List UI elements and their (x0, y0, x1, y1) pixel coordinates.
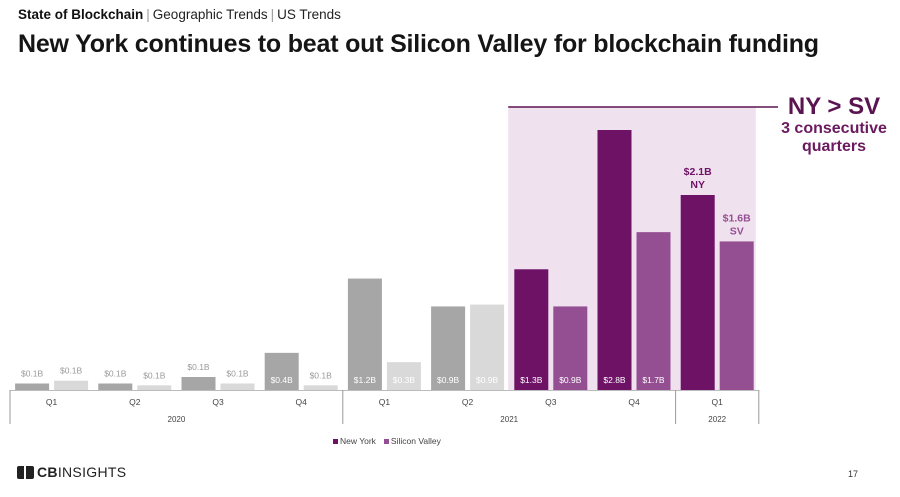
x-tick-label-year: 2020 (168, 415, 186, 424)
legend-item-new-york: New York (333, 436, 376, 446)
data-label: $0.4B (271, 375, 294, 385)
data-label: $2.8B (603, 375, 626, 385)
bar-new-york (347, 278, 382, 390)
data-label: $0.1B (60, 366, 83, 376)
data-label: $1.3B (520, 375, 543, 385)
x-tick-label-quarter: Q2 (129, 397, 141, 407)
bar-new-york (431, 306, 466, 390)
data-label: $1.2B (354, 375, 377, 385)
page-number: 17 (848, 469, 859, 479)
page-title: New York continues to beat out Silicon V… (18, 30, 819, 58)
data-label: $1.7B (642, 375, 665, 385)
data-label-annotation: NY (690, 179, 705, 191)
x-tick-label-quarter: Q3 (212, 397, 224, 407)
legend-swatch-silicon-valley (383, 438, 389, 444)
bar-silicon-valley (220, 383, 255, 390)
x-tick-label-quarter: Q4 (296, 397, 308, 407)
bar-new-york (597, 130, 632, 390)
x-tick-label-quarter: Q2 (462, 397, 474, 407)
bar-silicon-valley (719, 241, 754, 390)
callout-headline: NY > SV (787, 93, 881, 120)
chart-legend: New York Silicon Valley (333, 436, 441, 446)
x-tick-label-quarter: Q1 (712, 397, 724, 407)
breadcrumb-separator: | (270, 7, 275, 22)
bar-new-york (680, 195, 715, 390)
legend-label: New York (340, 436, 376, 446)
data-label: $0.9B (437, 375, 460, 385)
data-label: $0.9B (476, 375, 499, 385)
cb-insights-logo: CBINSIGHTS (17, 464, 126, 480)
x-tick-label-quarter: Q1 (46, 397, 58, 407)
bar-new-york (181, 377, 216, 390)
x-tick-label-year: 2022 (708, 415, 726, 424)
legend-label: Silicon Valley (390, 436, 441, 446)
data-label: $0.1B (21, 369, 44, 379)
logo-text: CBINSIGHTS (37, 464, 126, 480)
cb-insights-logo-icon (17, 465, 34, 479)
x-tick-label-year: 2021 (500, 415, 518, 424)
data-label: $0.1B (104, 369, 127, 379)
callout-line-1: 3 consecutive (781, 120, 887, 137)
bar-silicon-valley (54, 380, 89, 390)
bar-silicon-valley (553, 306, 588, 390)
bar-silicon-valley (137, 385, 172, 390)
bar-silicon-valley (636, 232, 671, 390)
callout: NY > SV 3 consecutive quarters (770, 94, 898, 156)
data-label: $0.1B (226, 369, 249, 379)
x-tick-label-quarter: Q4 (628, 397, 640, 407)
bar-silicon-valley (470, 304, 505, 390)
bar-silicon-valley (303, 385, 338, 390)
bar-silicon-valley (386, 362, 421, 390)
legend-item-silicon-valley: Silicon Valley (383, 436, 441, 446)
breadcrumb-page: US Trends (277, 7, 341, 22)
legend-swatch-new-york (333, 438, 338, 444)
bar-new-york (514, 269, 549, 390)
breadcrumb-separator: | (146, 7, 150, 22)
breadcrumb-subsection: Geographic Trends (152, 7, 268, 22)
data-label-annotation: $2.1B (684, 166, 712, 178)
bar-new-york (264, 352, 299, 390)
data-label: $0.9B (559, 375, 582, 385)
data-label: $0.1B (187, 362, 210, 372)
logo-text-prefix: CB (37, 464, 58, 480)
x-tick-label-quarter: Q1 (379, 397, 391, 407)
x-tick-label-quarter: Q3 (545, 397, 557, 407)
data-label-annotation: SV (730, 225, 744, 237)
bar-new-york (15, 383, 50, 390)
data-label-annotation: $1.6B (723, 212, 751, 224)
callout-line-2: quarters (801, 138, 867, 155)
bar-new-york (98, 383, 133, 390)
data-label: $0.1B (143, 370, 166, 380)
breadcrumb: State of Blockchain | Geographic Trends | US… (18, 7, 341, 22)
breadcrumb-section: State of Blockchain (18, 7, 144, 22)
data-label: $0.1B (310, 370, 333, 380)
data-label: $0.3B (393, 375, 416, 385)
logo-text-suffix: INSIGHTS (57, 464, 127, 480)
